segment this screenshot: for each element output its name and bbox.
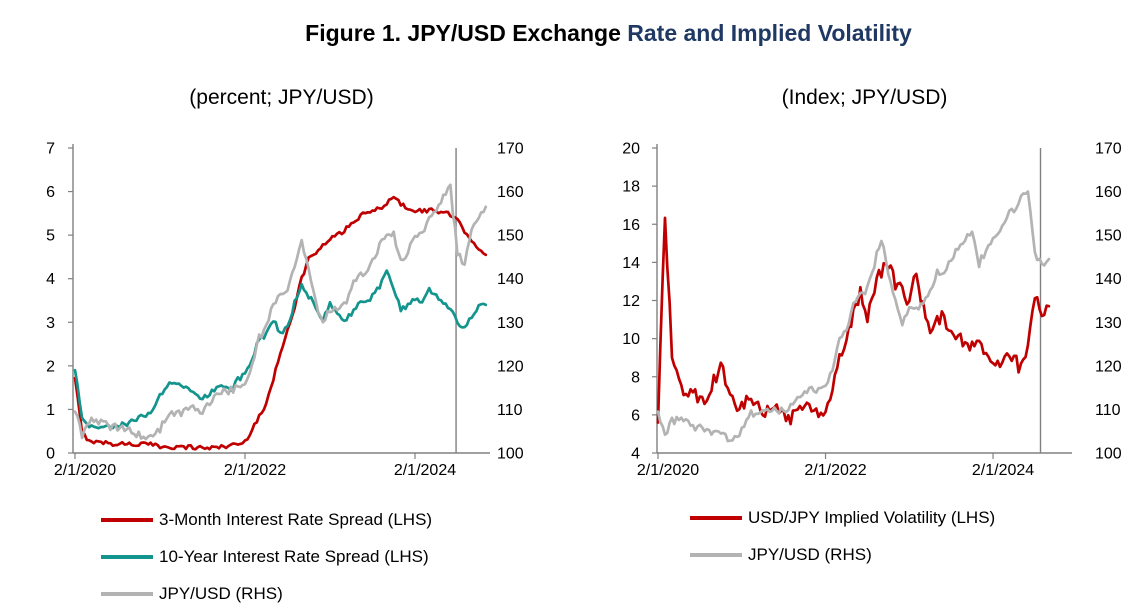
- figure-title-part2: Rate and Implied Volatility: [627, 20, 912, 46]
- rhs-tick-label: 140: [1095, 271, 1122, 288]
- rhs-tick-label: 160: [497, 184, 524, 201]
- rhs-tick-label: 150: [1095, 228, 1122, 245]
- x-tick-label: 2/1/2024: [972, 462, 1034, 479]
- lhs-tick-label: 6: [631, 407, 640, 424]
- rhs-tick-label: 170: [1095, 141, 1122, 158]
- lhs-tick-label: 8: [631, 369, 640, 386]
- rhs-tick-label: 100: [1095, 446, 1122, 463]
- right-chart-plot: 4 6 8 10 12 14 16 18 20 100 110 120 130 140 150 160 170 2…: [622, 141, 1122, 480]
- lhs-tick-label: 4: [46, 271, 55, 288]
- legend-item-3-month-interest-rate-spread-lhs: 3-Month Interest Rate Spread (LHS): [101, 501, 432, 538]
- legend-line-swatch-gray: [690, 552, 742, 557]
- legend-item-usd-jpy-implied-volatility-lhs: USD/JPY Implied Volatility (LHS): [690, 499, 995, 536]
- right-chart-subtitle: (Index; JPY/USD): [781, 86, 948, 109]
- legend-item-10-year-interest-rate-spread-lhs: 10-Year Interest Rate Spread (LHS): [101, 538, 432, 575]
- rhs-tick-label: 120: [1095, 358, 1122, 375]
- lhs-tick-label: 10: [622, 331, 640, 348]
- lhs-tick-label: 5: [46, 228, 55, 245]
- x-tick-label: 2/1/2020: [54, 462, 116, 479]
- x-tick-label: 2/1/2022: [804, 462, 866, 479]
- rhs-tick-label: 110: [1095, 402, 1121, 419]
- rhs-tick-label: 110: [497, 402, 523, 419]
- left-chart-subtitle: (percent; JPY/USD): [189, 86, 374, 109]
- rhs-tick-label: 100: [497, 446, 524, 463]
- legend-label: USD/JPY Implied Volatility (LHS): [748, 507, 996, 527]
- legend-label: 3-Month Interest Rate Spread (LHS): [159, 509, 433, 529]
- lhs-tick-label: 18: [622, 179, 640, 196]
- legend-line-swatch-red: [101, 517, 153, 522]
- rhs-tick-label: 170: [497, 141, 524, 158]
- rhs-tick-label: 130: [497, 315, 524, 332]
- legend-label: JPY/USD (RHS): [748, 544, 872, 564]
- rhs-tick-label: 140: [497, 271, 524, 288]
- lhs-tick-label: 6: [46, 184, 55, 201]
- lhs-tick-label: 16: [622, 217, 640, 234]
- lhs-tick-label: 2: [46, 358, 55, 375]
- legend-label: 10-Year Interest Rate Spread (LHS): [159, 546, 429, 566]
- legend-line-swatch-gray: [101, 591, 153, 596]
- lhs-tick-label: 0: [46, 446, 55, 463]
- legend-item-jpy-usd-rhs: JPY/USD (RHS): [690, 536, 995, 573]
- series-line-3-month-interest-rate-spread-lhs: [73, 195, 488, 451]
- lhs-tick-label: 3: [46, 315, 55, 332]
- lhs-tick-label: 4: [631, 446, 640, 463]
- lhs-tick-label: 12: [622, 293, 640, 310]
- left-chart-legend: 3-Month Interest Rate Spread (LHS) 10-Yea…: [101, 501, 432, 611]
- series-line-jpy-usd-rhs: [656, 190, 1051, 443]
- x-tick-label: 2/1/2022: [224, 462, 286, 479]
- right-chart-legend: USD/JPY Implied Volatility (LHS) JPY/USD …: [690, 499, 995, 573]
- rhs-tick-label: 120: [497, 358, 524, 375]
- x-tick-label: 2/1/2020: [637, 462, 699, 479]
- rhs-tick-label: 160: [1095, 184, 1122, 201]
- legend-item-jpy-usd-rhs: JPY/USD (RHS): [101, 575, 432, 611]
- left-chart-plot: 0 1 2 3 4 5 6 7 100 110 120 130 140 150 160 170 2/1/2020…: [46, 141, 524, 480]
- lhs-tick-label: 7: [46, 141, 55, 158]
- lhs-tick-label: 20: [622, 141, 640, 158]
- series-line-usd-jpy-implied-volatility-lhs: [656, 216, 1051, 426]
- series-line-jpy-usd-rhs: [73, 183, 488, 441]
- lhs-tick-label: 1: [46, 402, 55, 419]
- figure-title: Figure 1. JPY/USD Exchange Rate and Impl…: [70, 20, 1147, 47]
- legend-line-swatch-teal: [101, 554, 153, 559]
- x-tick-label: 2/1/2024: [394, 462, 456, 479]
- legend-label: JPY/USD (RHS): [159, 583, 283, 603]
- lhs-tick-label: 14: [622, 255, 640, 272]
- series-line-10-year-interest-rate-spread-lhs: [73, 269, 488, 430]
- legend-line-swatch-red: [690, 515, 742, 520]
- rhs-tick-label: 130: [1095, 315, 1122, 332]
- figure-title-part1: Figure 1. JPY/USD Exchange: [305, 20, 628, 46]
- rhs-tick-label: 150: [497, 228, 524, 245]
